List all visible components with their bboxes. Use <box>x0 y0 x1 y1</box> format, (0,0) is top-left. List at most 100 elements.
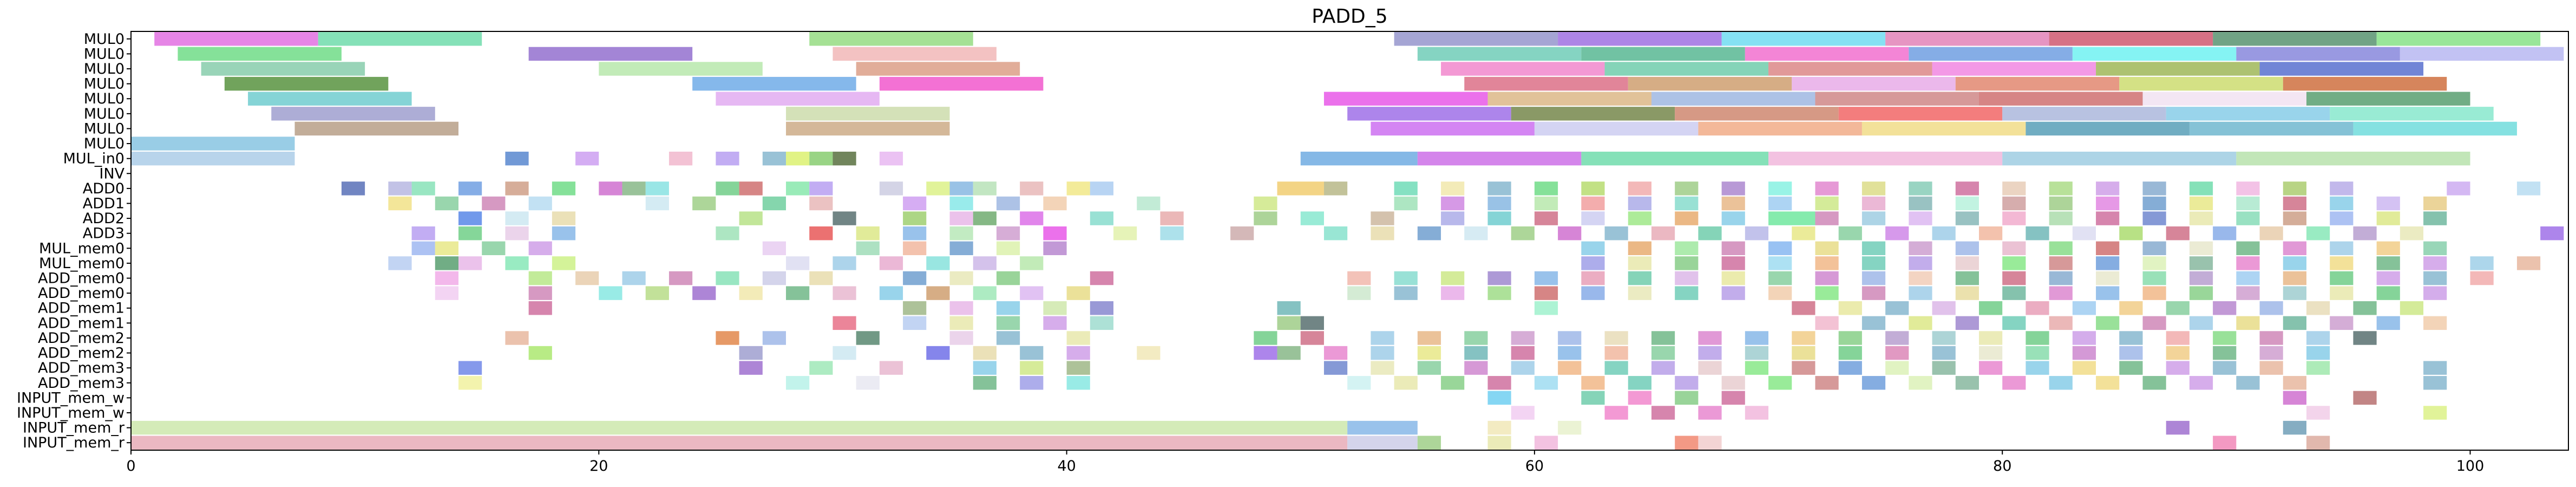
gantt-bar <box>2306 406 2330 420</box>
gantt-bar <box>435 241 459 256</box>
gantt-bar <box>1534 301 1558 315</box>
gantt-bar <box>2026 331 2049 345</box>
gantt-bar <box>1043 196 1067 211</box>
gantt-bar <box>1909 196 1932 211</box>
gantt-bar <box>1955 256 1979 270</box>
gantt-bar <box>809 196 833 211</box>
gantt-bar <box>2470 271 2494 285</box>
gantt-bar <box>2423 241 2447 256</box>
gantt-bar <box>2119 331 2143 345</box>
gantt-bar <box>1792 361 1815 375</box>
gantt-bar <box>2142 316 2166 330</box>
gantt-bar <box>2236 256 2260 270</box>
gantt-bar <box>1955 241 1979 256</box>
y-tick-label: ADD_mem2 <box>38 345 124 362</box>
gantt-bar <box>2376 256 2400 270</box>
gantt-bar <box>1768 151 2003 166</box>
gantt-bar <box>1932 301 1956 315</box>
y-tick-label: MUL_mem0 <box>39 255 124 272</box>
gantt-bar <box>2283 181 2306 196</box>
gantt-bar <box>1909 256 1932 270</box>
gantt-bar <box>2283 391 2306 405</box>
gantt-bar <box>879 361 903 375</box>
gantt-bar <box>2002 211 2026 225</box>
gantt-bar <box>2423 256 2447 270</box>
gantt-bar <box>1861 256 1886 270</box>
gantt-bar <box>879 76 1044 91</box>
gantt-bar <box>1815 241 1839 256</box>
gantt-bar <box>716 271 739 285</box>
gantt-bar <box>2166 361 2190 375</box>
gantt-bar <box>1487 181 1511 196</box>
gantt-bar <box>1628 241 1651 256</box>
gantt-bar <box>973 286 997 300</box>
gantt-bar <box>2330 286 2354 300</box>
gantt-bar <box>716 226 739 241</box>
gantt-bar <box>2096 316 2120 330</box>
gantt-bar <box>2306 346 2330 360</box>
gantt-bar <box>2002 181 2026 196</box>
gantt-bar <box>411 241 435 256</box>
gantt-bar <box>2049 376 2073 390</box>
gantt-bar <box>2236 47 2400 61</box>
gantt-bar <box>2119 361 2143 375</box>
y-tick-label: ADD_mem0 <box>38 270 124 287</box>
gantt-bar <box>1861 211 1886 225</box>
gantt-bar <box>1628 376 1651 390</box>
gantt-bar <box>809 151 833 166</box>
gantt-bar <box>1768 62 1932 76</box>
gantt-bar <box>2400 47 2564 61</box>
gantt-bar <box>903 316 927 330</box>
gantt-bar <box>1651 226 1675 241</box>
gantt-bar <box>1581 286 1605 300</box>
y-tick-labels: MUL0MUL0MUL0MUL0MUL0MUL0MUL0MUL0MUL_in0I… <box>17 31 131 451</box>
gantt-bar <box>2189 121 2354 136</box>
gantt-bar <box>2259 226 2283 241</box>
gantt-bar <box>856 331 880 345</box>
gantt-bar <box>668 151 693 166</box>
gantt-bar <box>1371 361 1394 375</box>
gantt-bar <box>2142 376 2166 390</box>
gantt-bar <box>1675 436 1699 450</box>
gantt-bar <box>1558 420 1582 435</box>
gantt-bar <box>1932 361 1956 375</box>
gantt-bar <box>1909 241 1932 256</box>
gantt-bar <box>1885 301 1909 315</box>
gantt-bar <box>1955 196 1979 211</box>
gantt-bar <box>1909 47 2073 61</box>
gantt-bar <box>2400 226 2424 241</box>
gantt-bar <box>1043 301 1067 315</box>
gantt-bar <box>2283 211 2306 225</box>
gantt-bar <box>2540 226 2564 241</box>
gantt-bar <box>528 301 552 315</box>
gantt-bar <box>1347 376 1371 390</box>
gantt-bar <box>482 241 506 256</box>
gantt-bar <box>575 271 599 285</box>
gantt-bar <box>1932 226 1956 241</box>
gantt-bar <box>2236 181 2260 196</box>
gantt-bar <box>1277 316 1301 330</box>
gantt-bar <box>2189 181 2213 196</box>
gantt-bar <box>926 346 950 360</box>
y-tick-label: ADD1 <box>83 195 124 212</box>
gantt-bar <box>2213 226 2237 241</box>
gantt-bar <box>786 286 810 300</box>
gantt-bar <box>1511 346 1535 360</box>
gantt-bar <box>2096 62 2260 76</box>
gantt-bar <box>341 181 365 196</box>
gantt-bar <box>1323 226 1348 241</box>
gantt-bar <box>1323 346 1348 360</box>
gantt-bar <box>1277 301 1301 315</box>
gantt-bar <box>856 376 880 390</box>
y-tick-label: INV <box>99 165 124 182</box>
gantt-bar <box>949 211 973 225</box>
gantt-bar <box>1371 331 1394 345</box>
gantt-bar <box>1066 376 1090 390</box>
gantt-bar <box>505 151 529 166</box>
gantt-bar <box>1160 226 1184 241</box>
y-tick-label: MUL0 <box>84 120 124 137</box>
gantt-bar <box>1347 420 1418 435</box>
gantt-bar <box>949 271 973 285</box>
gantt-bar <box>2330 211 2354 225</box>
gantt-bar <box>1417 331 1441 345</box>
